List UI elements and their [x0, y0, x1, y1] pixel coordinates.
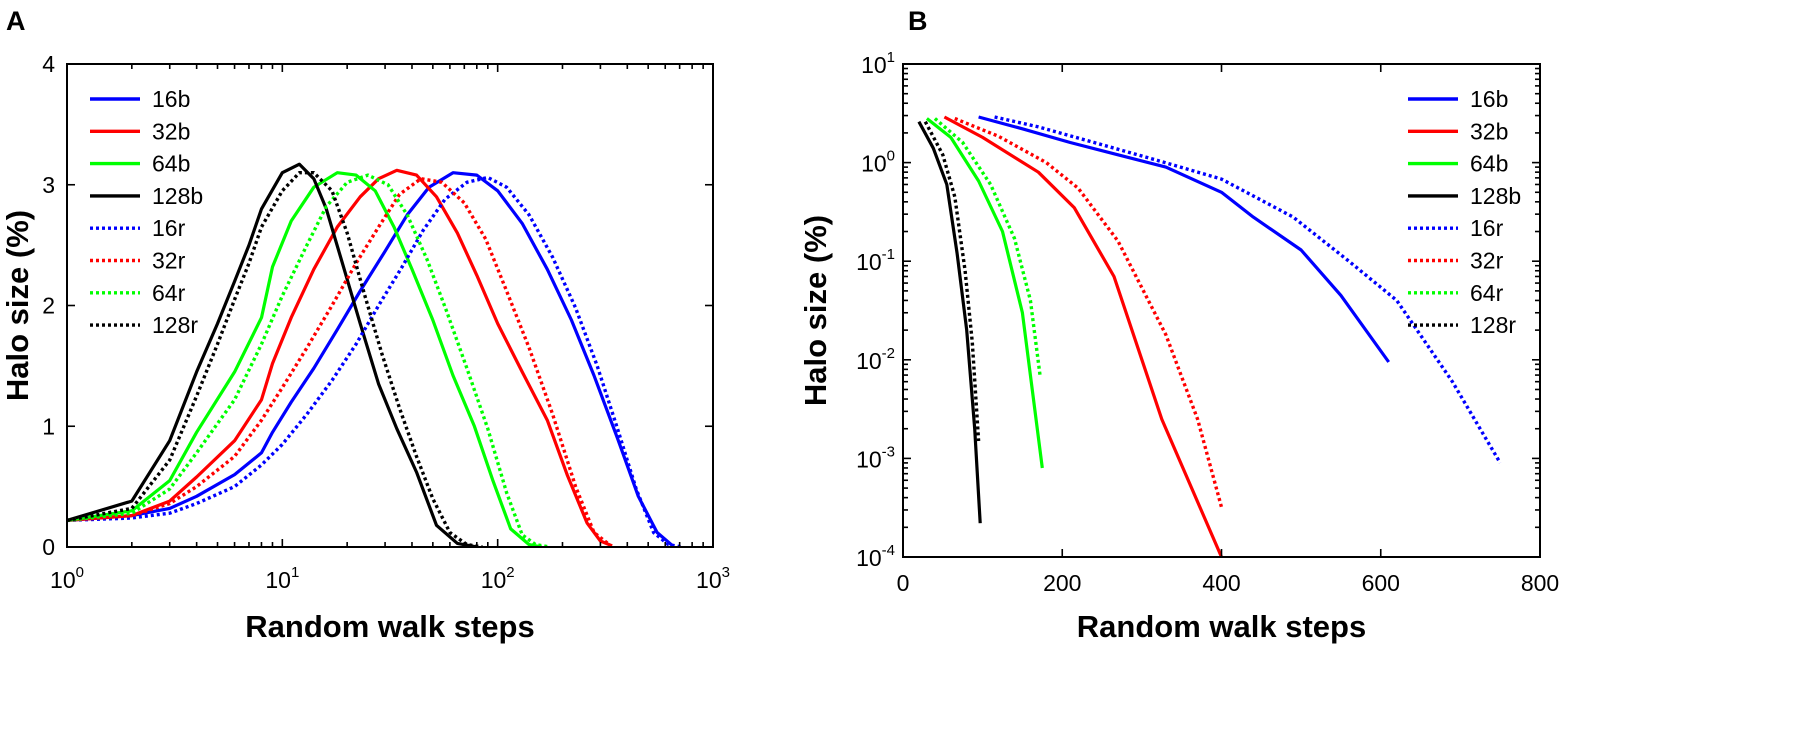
series-line-16r: [67, 175, 683, 547]
y-tick-label-3: 10-1: [856, 246, 895, 275]
series-line-16r: [994, 115, 1502, 464]
ticks: [902, 63, 1541, 558]
legend: 16b 32b 64b 128b 16r 32r 64r 128r: [90, 86, 203, 338]
y-tick-label-5: 101: [861, 49, 895, 78]
y-tick-label-0: 10-4: [856, 542, 895, 571]
legend-label-128b: 128b: [152, 183, 203, 209]
y-tick-label-3: 3: [42, 172, 55, 198]
series-line-32b: [943, 115, 1223, 557]
x-tick-label-3: 103: [696, 564, 730, 593]
plot-area: [917, 115, 1502, 557]
legend-label-32r: 32r: [152, 248, 186, 274]
y-tick-label-1: 10-3: [856, 443, 895, 472]
series-line-32r: [954, 116, 1224, 508]
series-line-64r: [933, 117, 1042, 376]
series-line-128r: [923, 120, 981, 442]
y-axis-title: Halo size (%): [798, 215, 833, 406]
legend-label-32b: 32b: [1470, 118, 1508, 144]
x-tick-label-2: 102: [481, 564, 515, 593]
legend-label-128r: 128r: [152, 312, 198, 338]
x-axis-title: Random walk steps: [1077, 609, 1366, 644]
series-line-128r: [67, 170, 483, 547]
panel-b: 0 200 400 600 800 10-4 10-3 10-2 10-1 100 101 Rando…: [798, 49, 1559, 644]
legend-label-64b: 64b: [152, 151, 190, 177]
legend-label-128r: 128r: [1470, 312, 1516, 338]
series-line-64b: [67, 171, 542, 547]
legend-label-16b: 16b: [152, 86, 190, 112]
x-tick-label-2: 400: [1202, 570, 1240, 596]
legend-label-16r: 16r: [152, 215, 186, 241]
legend-label-64r: 64r: [1470, 280, 1504, 306]
x-tick-label-0: 100: [50, 564, 84, 593]
y-tick-label-0: 0: [42, 534, 55, 560]
panel-label-b: B: [908, 6, 928, 36]
legend-label-128b: 128b: [1470, 183, 1521, 209]
legend-label-64r: 64r: [152, 280, 186, 306]
series-line-32r: [67, 176, 611, 546]
panel-a: 100 101 102 103 0 1 2 3 4 Random walk steps Halo s…: [0, 51, 730, 644]
plot-area: [67, 162, 683, 547]
ticks: [66, 63, 714, 548]
legend-label-32r: 32r: [1470, 248, 1504, 274]
y-axis-title: Halo size (%): [0, 210, 35, 401]
y-tick-label-2: 2: [42, 293, 55, 319]
legend-label-16r: 16r: [1470, 215, 1504, 241]
x-tick-label-1: 200: [1043, 570, 1081, 596]
legend-label-32b: 32b: [152, 118, 190, 144]
y-tick-label-4: 100: [861, 148, 895, 177]
legend-label-64b: 64b: [1470, 151, 1508, 177]
y-tick-label-4: 4: [42, 51, 55, 77]
panel-label-a: A: [6, 6, 26, 36]
series-line-64b: [925, 117, 1044, 469]
series-line-16b: [978, 115, 1390, 363]
y-tick-label-1: 1: [42, 413, 55, 439]
legend: 16b 32b 64b 128b 16r 32r 64r 128r: [1408, 86, 1521, 338]
series-line-128b: [917, 120, 982, 524]
series-line-128b: [67, 162, 478, 547]
x-tick-label-4: 800: [1521, 570, 1559, 596]
series-line-32b: [67, 168, 613, 547]
x-tick-label-3: 600: [1362, 570, 1400, 596]
series-line-64r: [67, 173, 551, 547]
y-tick-label-2: 10-2: [856, 345, 895, 374]
x-tick-label-0: 0: [897, 570, 910, 596]
x-tick-label-1: 101: [265, 564, 299, 593]
legend-label-16b: 16b: [1470, 86, 1508, 112]
x-axis-title: Random walk steps: [245, 609, 534, 644]
